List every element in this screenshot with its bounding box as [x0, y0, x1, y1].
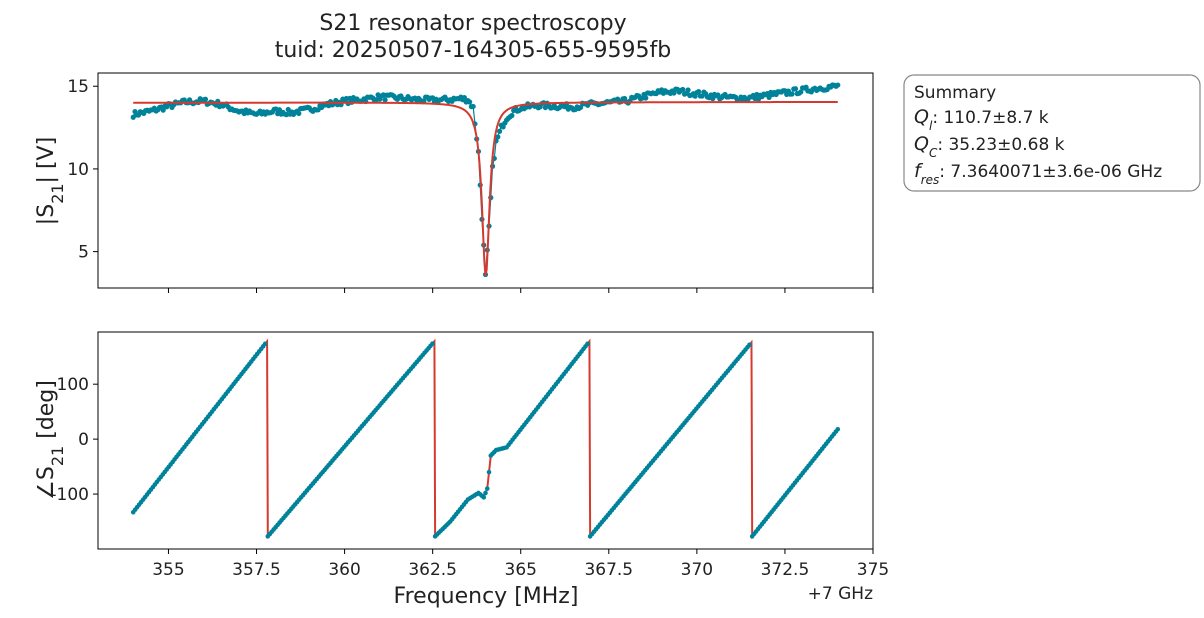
magnitude-series	[130, 82, 841, 278]
magnitude-data-point	[685, 87, 691, 93]
phase-data-point	[430, 341, 435, 346]
summary-qc: QC: 35.23±0.68 k	[914, 133, 1065, 160]
summary-fres: fres: 7.3640071±3.6e-06 GHz	[914, 160, 1162, 187]
phase-y-tick-label: 0	[78, 430, 89, 450]
magnitude-data-point	[467, 99, 473, 105]
magnitude-data-point	[276, 107, 283, 113]
magnitude-data-point	[710, 96, 716, 102]
phase-x-tick-label: 375	[857, 560, 889, 580]
magnitude-data-point	[671, 90, 677, 96]
phase-x-tick-label: 362.5	[408, 560, 457, 580]
magnitude-data-point	[680, 86, 686, 93]
summary-ql: Ql: 110.7±8.7 k	[914, 106, 1049, 133]
phase-x-tick-label: 365	[505, 560, 537, 580]
summary-header: Summary	[914, 83, 996, 103]
magnitude-data-point	[382, 97, 388, 103]
magnitude-data-point	[496, 128, 503, 134]
phase-data-point	[483, 490, 488, 496]
magnitude-data-point	[696, 89, 702, 95]
phase-data-point	[585, 341, 590, 347]
magnitude-y-tick-label: 10	[67, 160, 89, 180]
x-axis-offset-label: +7 GHz	[808, 584, 873, 604]
phase-x-tick-label: 370	[681, 560, 713, 580]
phase-x-tick-label: 355	[152, 560, 184, 580]
phase-y-axis: -100 0 100	[50, 375, 98, 505]
magnitude-data-point	[835, 82, 841, 88]
phase-y-tick-label: 100	[57, 375, 89, 395]
x-axis-label: Frequency [MHz]	[394, 584, 579, 609]
magnitude-plot-frame	[97, 72, 874, 289]
phase-data-point	[486, 469, 492, 475]
magnitude-data-point	[798, 89, 804, 95]
phase-data-point	[484, 486, 490, 491]
magnitude-data-point	[578, 104, 584, 111]
phase-x-tick-label: 367.5	[584, 560, 633, 580]
magnitude-x-axis	[167, 288, 874, 293]
magnitude-data-point	[766, 94, 772, 100]
magnitude-data-point	[792, 86, 799, 92]
phase-y-axis-label: ∠S21 [deg]	[34, 380, 67, 500]
phase-x-tick-label: 360	[328, 560, 360, 580]
phase-data-point	[262, 341, 268, 347]
magnitude-data-point	[470, 103, 476, 110]
phase-data-point	[835, 426, 841, 432]
magnitude-data-point	[202, 96, 209, 102]
magnitude-data-point	[789, 91, 795, 97]
magnitude-y-axis-label: |S21| [V]	[34, 137, 67, 225]
magnitude-data-point	[495, 134, 501, 140]
magnitude-y-tick-label: 5	[78, 243, 89, 263]
summary-box: Summary Ql: 110.7±8.7 k QC: 35.23±0.68 k…	[903, 74, 1201, 192]
phase-data-point	[481, 495, 487, 500]
phase-x-tick-label: 372.5	[761, 560, 810, 580]
chart-title-line-1: S21 resonator spectroscopy	[319, 11, 626, 36]
magnitude-data-point	[509, 112, 515, 119]
phase-series	[130, 338, 841, 540]
magnitude-data-point	[500, 124, 506, 130]
phase-data-point	[747, 342, 752, 348]
magnitude-data-point	[296, 110, 302, 117]
magnitude-fit-line	[133, 100, 838, 277]
magnitude-y-axis: 5 10 15	[67, 77, 98, 263]
phase-x-axis: 355 357.5 360 362.5 365 367.5 370 372.5 375	[152, 549, 889, 580]
phase-y-tick-label: -100	[50, 485, 89, 505]
phase-x-tick-label: 357.5	[232, 560, 281, 580]
summary-box-frame	[903, 74, 1201, 192]
magnitude-data-point	[160, 107, 166, 113]
magnitude-data-point	[643, 95, 649, 101]
chart-title-line-2: tuid: 20250507-164305-655-9595fb	[275, 38, 672, 63]
phase-fit-line	[132, 338, 839, 540]
magnitude-data-point	[461, 95, 467, 101]
magnitude-y-tick-label: 15	[67, 77, 89, 97]
phase-plot-frame	[97, 331, 874, 550]
